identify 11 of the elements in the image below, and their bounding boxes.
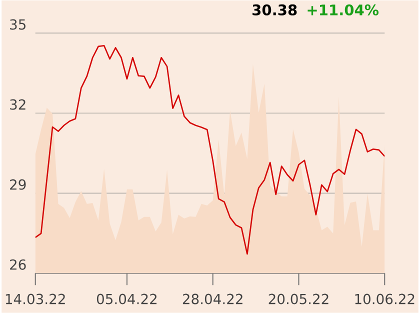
text: 30.38 (252, 4, 297, 16)
x-tick-label: 14.03.22 (6, 294, 65, 304)
x-tick-label: 05.04.22 (96, 294, 156, 304)
text: +11.04% (308, 4, 379, 16)
y-tick-label: 26 (10, 259, 26, 270)
x-tick-label: 28.04.22 (182, 294, 242, 304)
x-tick-label: 20.05.22 (268, 294, 328, 304)
y-tick-label: 29 (10, 179, 26, 190)
y-tick-label: 35 (10, 19, 26, 30)
y-tick-label: 32 (10, 99, 26, 110)
x-tick-label: 10.06.22 (355, 294, 414, 304)
